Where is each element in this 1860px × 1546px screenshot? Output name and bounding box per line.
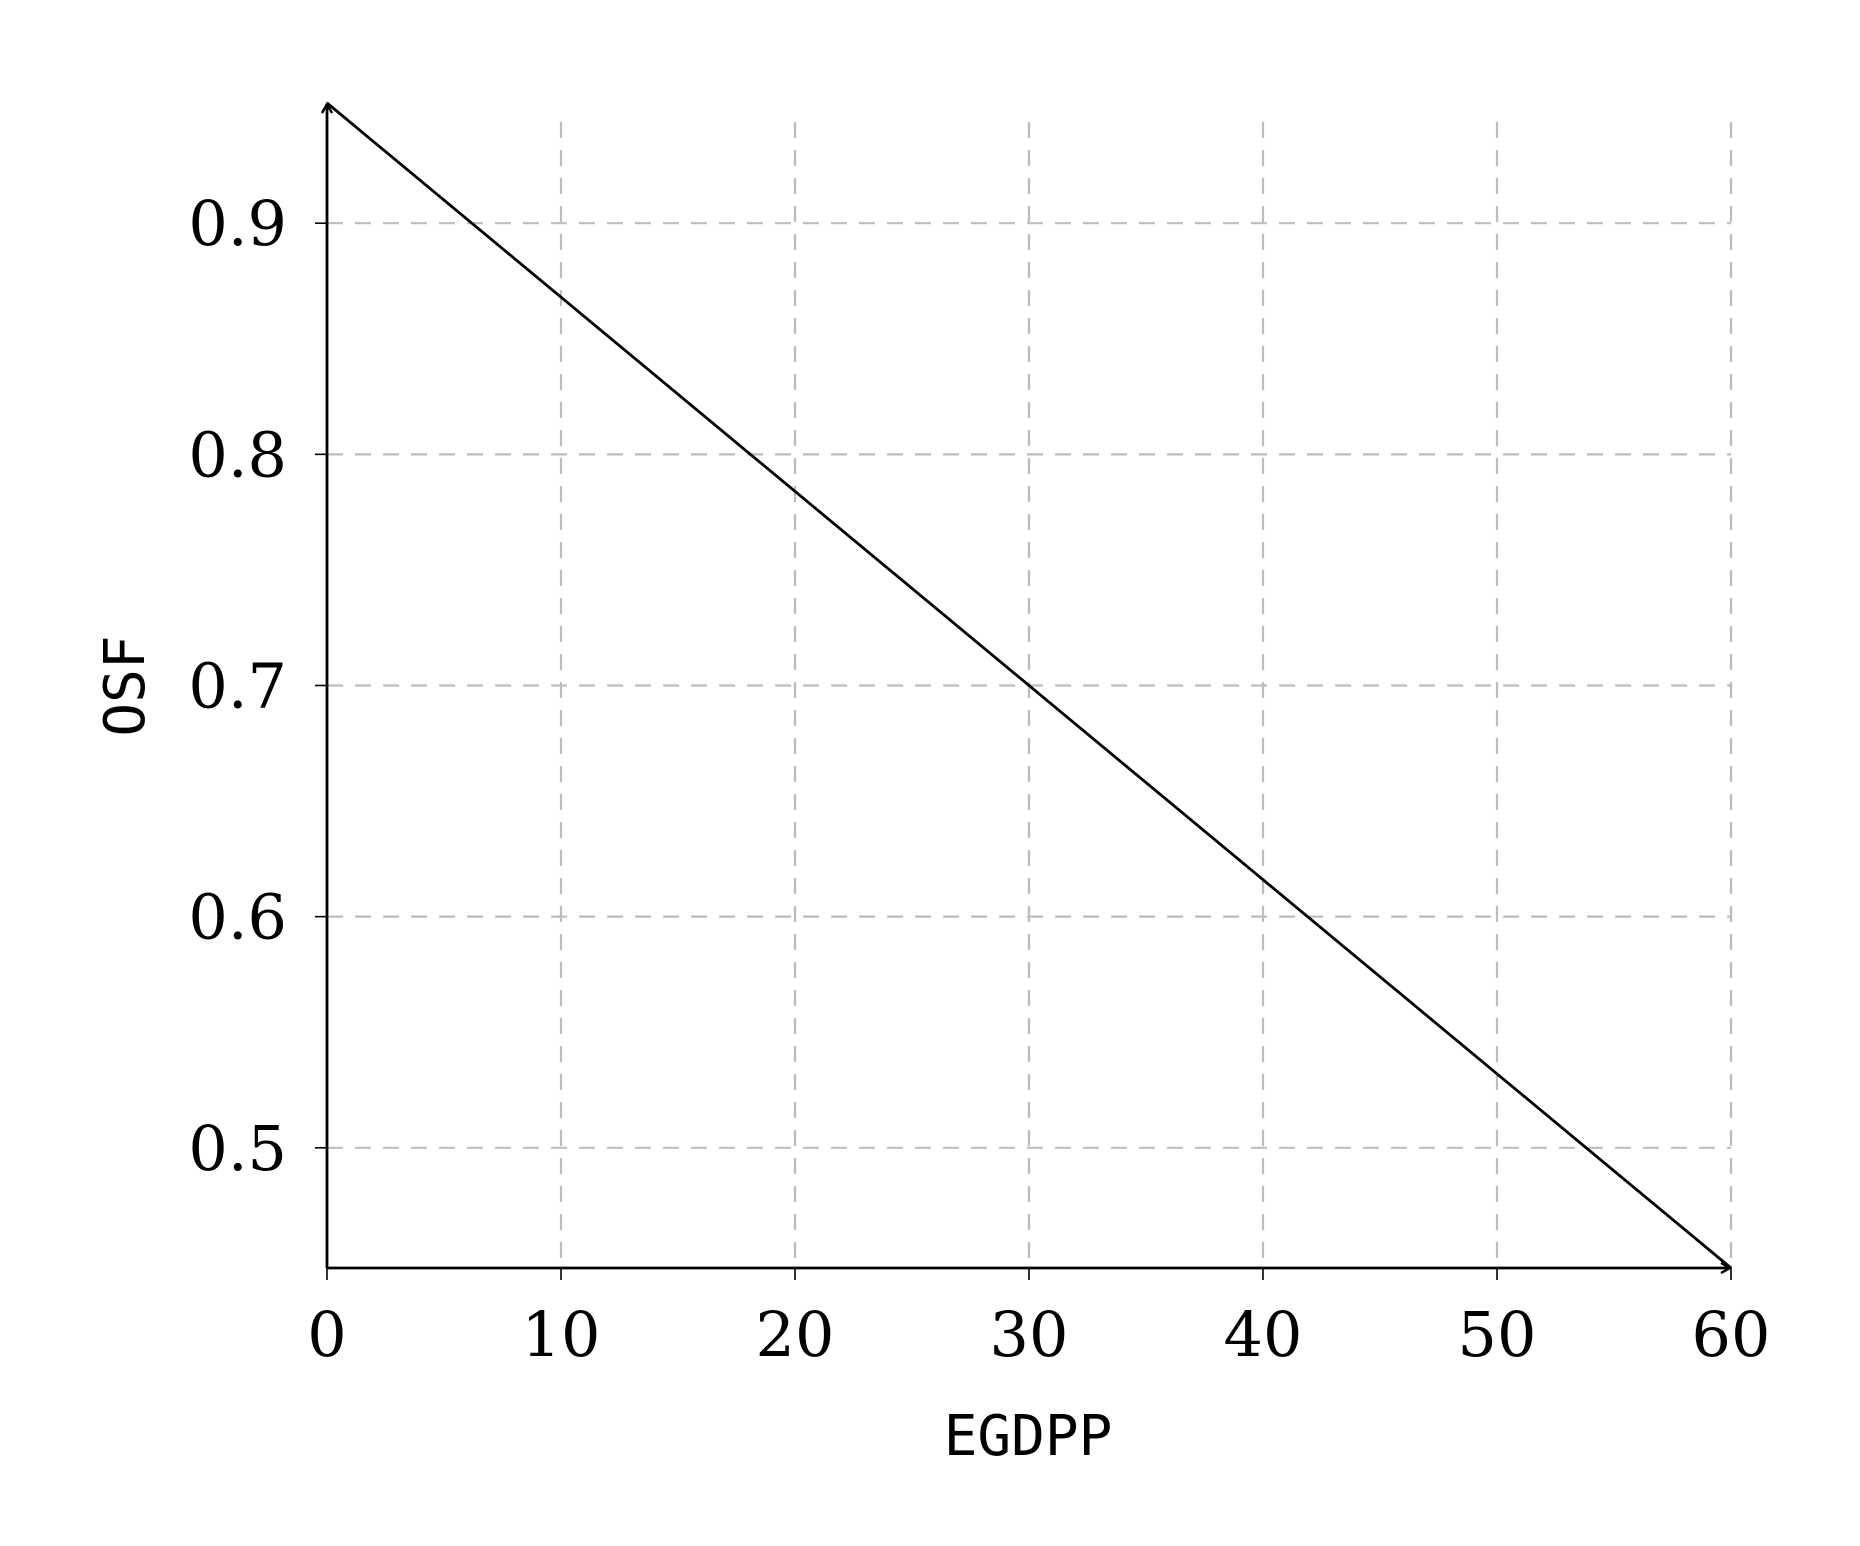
tick-marks [315,222,1732,1280]
x-tick-label-1: 10 [522,1298,601,1371]
x-tick-label-2: 20 [756,1298,835,1371]
x-tick-label-5: 50 [1458,1298,1537,1371]
y-tick-label-3: 0.8 [188,418,287,491]
grid [327,122,1733,1268]
x-tick-label-6: 60 [1692,1298,1771,1371]
y-axis-label: OSF [93,635,158,736]
series-line-0 [326,101,1732,1270]
x-tick-label-0: 0 [307,1298,346,1371]
x-axis-label: EGDPP [944,1404,1113,1469]
y-tick-label-4: 0.9 [188,187,287,260]
x-tick-label-4: 40 [1224,1298,1303,1371]
tick-labels: 0 10 20 30 40 50 60 0.5 0.6 0.7 0.8 0.9 [188,187,1770,1371]
series [326,101,1732,1270]
y-tick-label-0: 0.5 [188,1112,287,1185]
y-tick-label-1: 0.6 [188,881,287,954]
y-tick-label-2: 0.7 [188,650,287,723]
x-tick-label-3: 30 [990,1298,1069,1371]
axes [327,105,1729,1268]
